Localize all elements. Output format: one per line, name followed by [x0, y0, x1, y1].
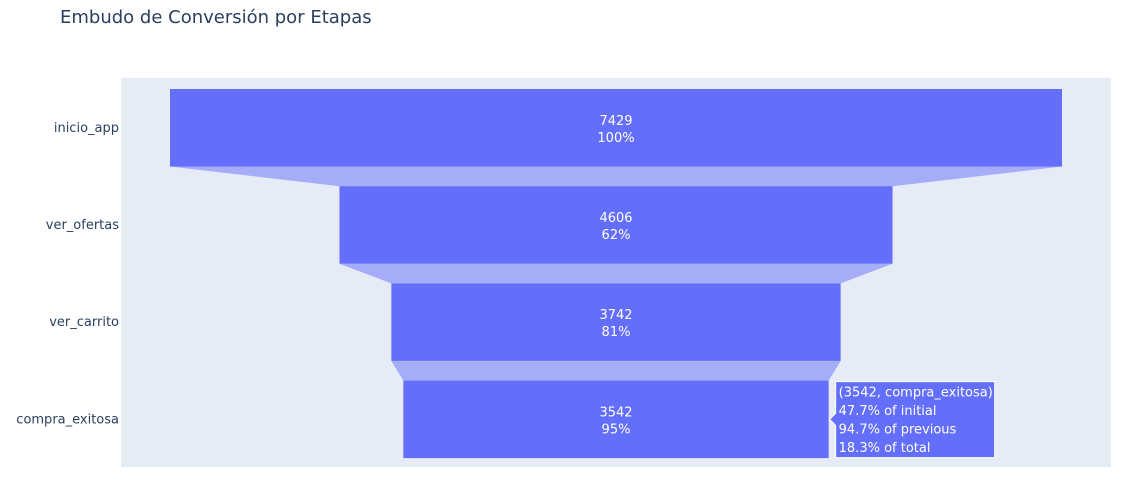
- funnel-bars: 7429 100% 4606 62% 3742 81% 3542 95%: [170, 89, 1062, 459]
- funnel-connector: [170, 166, 1062, 187]
- tooltip-line: 94.7% of previous: [839, 423, 957, 438]
- bar-value-label: 7429: [599, 114, 632, 129]
- stage-label-ver_carrito: ver_carrito: [49, 315, 119, 330]
- chart-title: Embudo de Conversión por Etapas: [60, 7, 372, 28]
- bar-percent-label: 100%: [597, 131, 634, 146]
- tooltip-line: (3542, compra_exitosa): [839, 386, 993, 401]
- stage-label-ver_ofertas: ver_ofertas: [46, 218, 119, 233]
- bar-value-label: 3542: [599, 405, 632, 420]
- stage-label-inicio_app: inicio_app: [54, 121, 119, 136]
- funnel-connectors: [170, 166, 1062, 381]
- funnel-bar-inicio_app[interactable]: [170, 89, 1062, 167]
- tooltip-line: 18.3% of total: [839, 441, 931, 456]
- bar-percent-label: 62%: [602, 228, 631, 243]
- funnel-connector: [339, 263, 893, 284]
- funnel-bar-compra_exitosa[interactable]: [403, 380, 829, 459]
- funnel-bar-ver_carrito[interactable]: [391, 283, 841, 361]
- funnel-bar-ver_ofertas[interactable]: [339, 186, 893, 264]
- stage-axis-labels: inicio_app ver_ofertas ver_carrito compra_e…: [16, 121, 119, 428]
- bar-value-label: 3742: [599, 308, 632, 323]
- bar-value-label: 4606: [599, 211, 632, 226]
- tooltip-line: 47.7% of initial: [839, 404, 937, 419]
- funnel-connector: [391, 360, 841, 381]
- hover-tooltip: (3542, compra_exitosa) 47.7% of initial 94…: [828, 381, 996, 459]
- bar-percent-label: 81%: [602, 325, 631, 340]
- bar-percent-label: 95%: [602, 422, 631, 437]
- tooltip-box: [828, 381, 996, 459]
- stage-label-compra_exitosa: compra_exitosa: [16, 412, 119, 427]
